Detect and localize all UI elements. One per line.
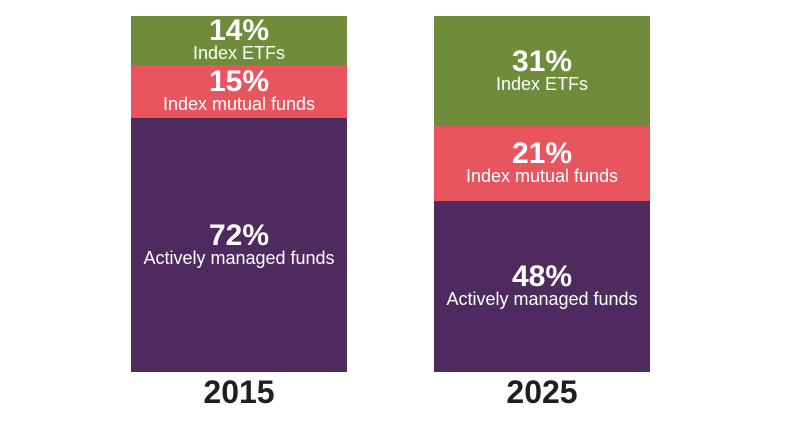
data-label-value: 14% xyxy=(208,16,270,48)
bar-segment: 15% Index mutual funds xyxy=(131,65,347,119)
data-label-series: Actively managed funds xyxy=(446,289,638,310)
data-label-series: Index ETFs xyxy=(495,73,589,94)
data-label-series: Index mutual funds xyxy=(162,94,316,115)
bar-2025: 48% Actively managed funds 21% Index mutual… xyxy=(434,16,650,372)
bar-segment: 21% Index mutual funds xyxy=(434,126,650,202)
bar-2015: 72% Actively managed funds 15% Index mutual… xyxy=(131,16,347,372)
category-label: 2015 xyxy=(203,374,275,410)
bar-segment: 48% Actively managed funds xyxy=(434,201,650,372)
category-label: 2025 xyxy=(506,374,578,410)
data-label-series: Index ETFs xyxy=(192,43,286,64)
bar-segment: 31% Index ETFs xyxy=(434,16,650,127)
bar-segment: 72% Actively managed funds xyxy=(131,118,347,372)
data-label-series: Index mutual funds xyxy=(465,166,619,187)
data-label-value: 21% xyxy=(511,137,573,171)
data-label-value: 48% xyxy=(511,260,573,294)
data-label-value: 15% xyxy=(208,65,270,99)
bar-segment: 14% Index ETFs xyxy=(131,16,347,66)
data-label-value: 72% xyxy=(208,218,270,252)
data-label-value: 31% xyxy=(511,44,573,78)
data-label-series: Actively managed funds xyxy=(143,247,335,268)
